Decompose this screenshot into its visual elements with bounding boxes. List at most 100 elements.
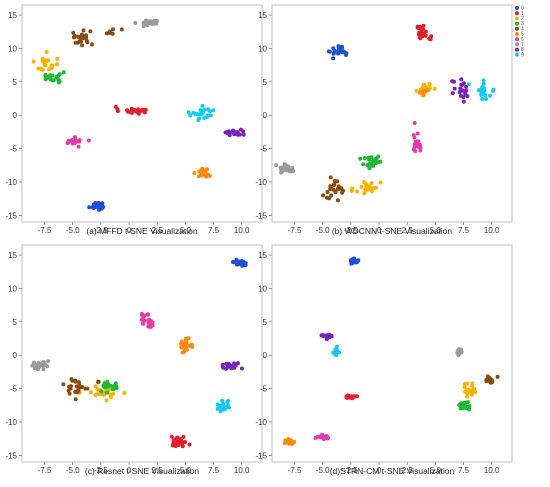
scatter-point (90, 205, 95, 210)
x-tick-label: -2.5 (344, 226, 358, 235)
scatter-point (223, 130, 228, 135)
scatter-point (319, 333, 324, 338)
scatter-point (355, 189, 360, 194)
legend-marker (515, 32, 519, 36)
scatter-point (467, 407, 472, 412)
scatter-point (376, 154, 381, 159)
scatter-point (413, 143, 418, 148)
panel-caption: (d)STRN-CM t-SNE Visualization (330, 466, 455, 476)
scatter-point (324, 434, 329, 439)
scatter-point (480, 97, 485, 101)
scatter-point (196, 174, 201, 179)
scatter-point (184, 346, 189, 351)
scatter-point (479, 93, 484, 97)
scatter-point (95, 392, 100, 397)
scatter-point (70, 378, 75, 383)
scatter-point (325, 334, 330, 339)
legend-label: 2 (521, 16, 524, 22)
scatter-point (87, 205, 92, 210)
y-tick-label: -5 (10, 145, 18, 154)
scatter-point (140, 107, 145, 112)
x-tick-label: 10.0 (234, 226, 250, 235)
scatter-point (220, 398, 225, 403)
scatter-point (154, 21, 159, 26)
scatter-point (107, 383, 112, 388)
scatter-point (88, 29, 93, 34)
x-tick-label: 2.5 (152, 466, 164, 475)
scatter-point (359, 184, 364, 189)
scatter-point (367, 166, 372, 171)
scatter-point (339, 45, 344, 49)
scatter-point (142, 313, 147, 318)
x-tick-label: 7.5 (208, 466, 220, 475)
scatter-point (179, 344, 184, 349)
plot-frame (21, 4, 263, 223)
scatter-point (369, 155, 374, 160)
scatter-point (115, 107, 120, 112)
y-tick-label: -10 (5, 178, 17, 187)
scatter-point (50, 73, 55, 78)
scatter-point (450, 91, 455, 96)
scatter-point (362, 156, 367, 161)
scatter-point (412, 135, 417, 140)
scatter-point (66, 138, 71, 143)
scatter-point (335, 179, 340, 184)
scatter-point (232, 362, 237, 367)
legend-label: 6 (521, 37, 524, 43)
scatter-point (328, 187, 333, 191)
data-points (31, 18, 246, 212)
scatter-point (459, 82, 464, 87)
scatter-point (81, 28, 86, 33)
scatter-point (333, 347, 338, 352)
scatter-point (331, 51, 336, 56)
scatter-point (184, 340, 189, 344)
scatter-point (488, 380, 493, 384)
y-tick-label: -15 (255, 451, 267, 460)
scatter-point (231, 130, 236, 135)
scatter-point (332, 183, 336, 188)
scatter-point (38, 66, 43, 71)
y-tick-label: -5 (260, 145, 268, 154)
scatter-point (97, 205, 102, 210)
y-tick-label: 15 (258, 251, 267, 260)
scatter-point (44, 50, 49, 54)
scatter-point (208, 113, 213, 118)
scatter-point (464, 404, 469, 409)
scatter-point (413, 149, 418, 154)
scatter-point (412, 121, 417, 125)
scatter-point (203, 168, 208, 173)
panel-caption: (b) WDCNN t-SNE Visualization (332, 226, 453, 236)
scatter-point (181, 434, 186, 439)
scatter-point (467, 388, 472, 393)
scatter-point (89, 390, 93, 395)
x-tick-label: -7.5 (38, 226, 52, 235)
scatter-point (74, 139, 79, 144)
legend-label: 4 (521, 26, 524, 32)
x-tick-label: -7.5 (288, 226, 302, 235)
scatter-point (41, 367, 46, 372)
y-tick-label: 5 (13, 318, 18, 327)
scatter-point (241, 129, 246, 134)
x-tick-label: 2.5 (402, 226, 414, 235)
legend-marker (515, 47, 519, 52)
scatter-point (229, 366, 234, 371)
scatter-point (205, 113, 210, 118)
x-tick-label: -5.0 (66, 226, 80, 235)
panels: -7.5 -5.0 -2.5 0 2.5 5.0 7.5 10.0 15 10 5 0 -5 -10 -15… (5, 4, 513, 476)
scatter-point (336, 44, 341, 49)
scatter-point (141, 321, 146, 326)
scatter-point (104, 398, 109, 403)
scatter-point (42, 360, 47, 365)
scatter-point (331, 56, 336, 61)
scatter-point (481, 78, 486, 83)
scatter-point (54, 62, 59, 67)
scatter-point (225, 364, 230, 369)
scatter-point (333, 189, 338, 194)
scatter-point (414, 88, 419, 93)
y-tick-label: 5 (263, 78, 268, 87)
scatter-point (81, 34, 86, 39)
scatter-point (111, 387, 116, 392)
scatter-point (171, 438, 176, 443)
scatter-point (75, 390, 80, 395)
scatter-point (72, 33, 77, 38)
